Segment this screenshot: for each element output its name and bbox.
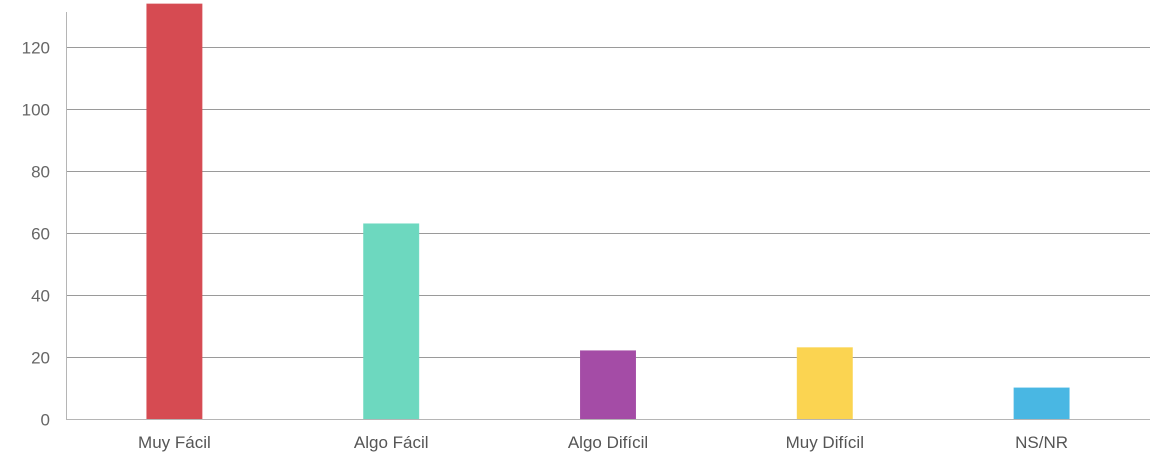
axes	[66, 12, 1150, 420]
x-category-labels: Muy Fácil Algo Fácil Algo Difícil Muy Difíc…	[138, 433, 1068, 452]
x-category-label: Muy Fácil	[138, 433, 211, 452]
bar	[580, 350, 636, 420]
bars	[146, 3, 1070, 420]
x-category-label: Muy Difícil	[786, 433, 864, 452]
bar	[363, 223, 420, 420]
x-category-label: Algo Difícil	[568, 433, 648, 452]
y-tick-label: 120	[22, 39, 50, 58]
x-category-label: NS/NR	[1015, 433, 1068, 452]
y-tick-label: 0	[41, 411, 50, 430]
y-tick-label: 80	[31, 163, 50, 182]
y-tick-labels: 0 20 40 60 80 100 120	[22, 39, 50, 430]
y-tick-label: 20	[31, 349, 50, 368]
y-tick-label: 100	[22, 101, 50, 120]
bar	[146, 3, 203, 420]
bar	[1013, 387, 1070, 420]
y-tick-label: 40	[31, 287, 50, 306]
bar	[796, 347, 853, 420]
gridlines	[66, 47, 1150, 358]
x-category-label: Algo Fácil	[354, 433, 429, 452]
y-tick-label: 60	[31, 225, 50, 244]
